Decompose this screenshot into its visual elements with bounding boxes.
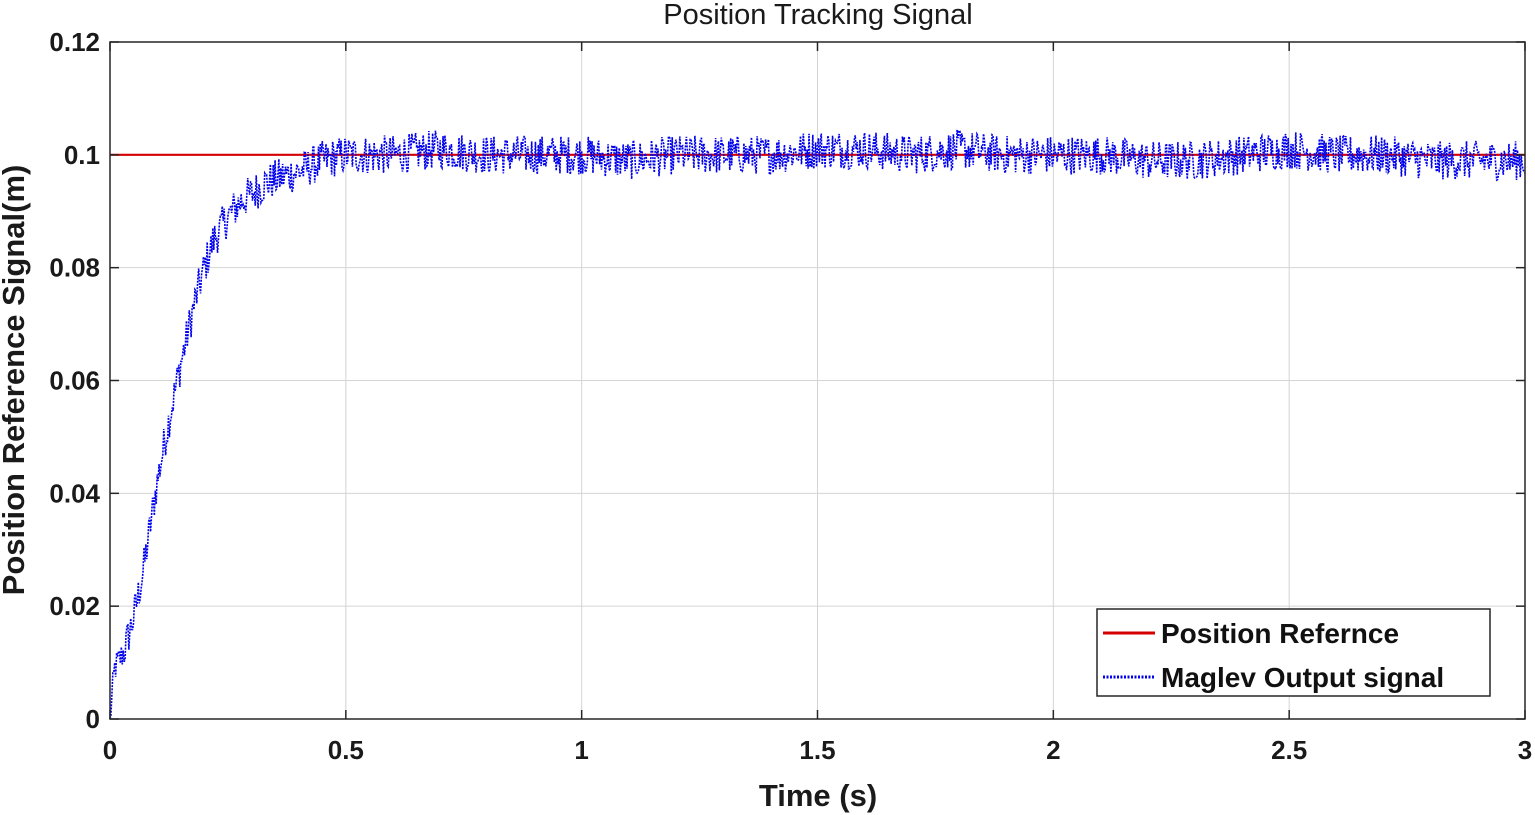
legend-label-maglev-output: Maglev Output signal (1161, 662, 1444, 693)
chart-title: Position Tracking Signal (663, 0, 973, 31)
x-tick-label: 1 (574, 735, 588, 765)
y-tick-label: 0.1 (64, 140, 100, 170)
x-tick-label: 2.5 (1271, 735, 1307, 765)
x-tick-label: 1.5 (799, 735, 835, 765)
y-tick-label: 0.08 (49, 253, 100, 283)
x-axis-ticks: 0 0.5 1 1.5 2 2.5 3 (103, 42, 1532, 765)
y-tick-label: 0.06 (49, 366, 100, 396)
x-tick-label: 3 (1518, 735, 1532, 765)
series-maglev-output-line (109, 129, 1526, 720)
x-axis-title: Time (s) (759, 778, 877, 813)
y-axis-ticks: 0 0.02 0.04 0.06 0.08 0.1 0.12 (49, 27, 1525, 734)
legend-label-position-reference: Position Refernce (1161, 618, 1399, 649)
y-tick-label: 0.12 (49, 27, 100, 57)
x-tick-label: 0.5 (328, 735, 364, 765)
y-tick-label: 0.02 (49, 591, 100, 621)
y-axis-title: Position Reference Signal(m) (0, 165, 31, 596)
y-tick-label: 0.04 (49, 478, 100, 508)
x-tick-label: 0 (103, 735, 117, 765)
legend: Position Refernce Maglev Output signal (1096, 608, 1491, 697)
series-layer (109, 129, 1526, 720)
x-tick-label: 2 (1046, 735, 1060, 765)
y-tick-label: 0 (86, 704, 100, 734)
legend-box (1096, 608, 1491, 697)
